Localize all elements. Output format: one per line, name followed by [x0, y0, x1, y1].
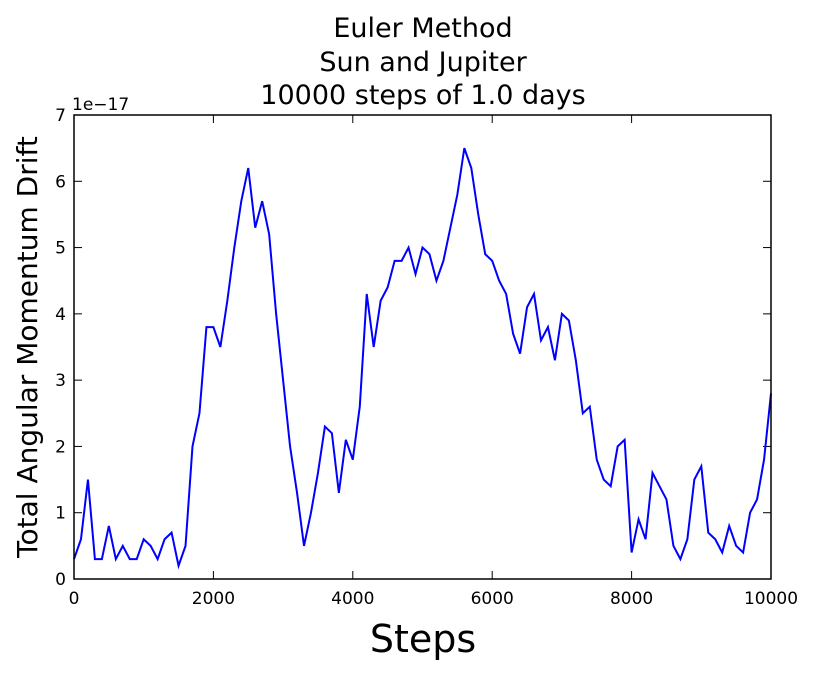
y-offset-label: 1e−17 — [72, 95, 129, 115]
y-tick-label: 4 — [55, 305, 66, 325]
x-tick-label: 6000 — [471, 589, 514, 609]
x-tick-label: 8000 — [610, 589, 653, 609]
x-tick-label: 10000 — [744, 589, 798, 609]
y-tick-label: 3 — [55, 371, 66, 391]
x-tick-label: 0 — [69, 589, 80, 609]
y-tick-label: 0 — [55, 570, 66, 590]
y-tick-label: 2 — [55, 437, 66, 457]
y-tick-label: 1 — [55, 504, 66, 524]
x-tick-label: 2000 — [192, 589, 235, 609]
x-tick-label: 4000 — [331, 589, 374, 609]
data-line — [73, 147, 772, 570]
chart-title: Euler Method — [333, 13, 512, 44]
plot-frame — [73, 114, 772, 580]
y-axis-label: Total Angular Momentum Drift — [11, 136, 44, 559]
x-axis-label: Steps — [370, 617, 476, 661]
chart-title: Sun and Jupiter — [319, 47, 527, 78]
chart-title: 10000 steps of 1.0 days — [260, 80, 585, 111]
y-tick-label: 6 — [55, 172, 66, 192]
y-tick-label: 5 — [55, 239, 66, 259]
y-tick-label: 7 — [55, 106, 66, 126]
